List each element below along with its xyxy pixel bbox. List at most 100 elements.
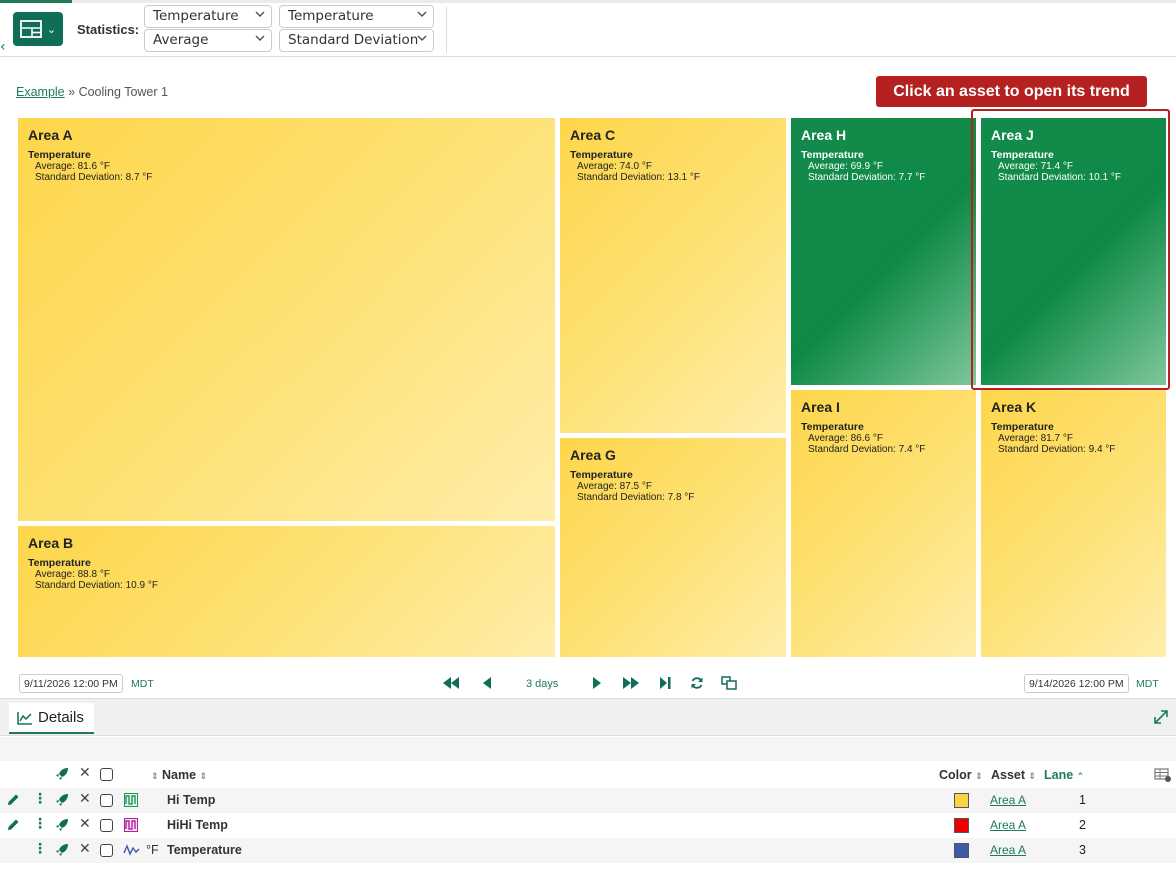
step-forward-full-button[interactable]: [622, 675, 640, 691]
select-value: Average: [153, 32, 209, 48]
table-row[interactable]: ⋮ ✕ Hi Temp Area A 1: [0, 788, 1176, 813]
sort-ascending-icon: ⌃: [1076, 772, 1085, 782]
header-remove-icon[interactable]: ✕: [79, 765, 91, 781]
header-rocket-icon[interactable]: [55, 767, 69, 781]
annotation-callout: Click an asset to open its trend: [876, 76, 1147, 107]
select-all-checkbox[interactable]: [100, 768, 113, 781]
row-lane: 2: [1079, 818, 1086, 832]
tile-name: Area C: [570, 127, 616, 143]
double-chevron-right-icon: [623, 677, 639, 689]
tab-label: Details: [38, 709, 84, 726]
tile-area-a[interactable]: Area A Temperature Average: 81.6 °F Stan…: [18, 118, 555, 521]
tile-area-h[interactable]: Area H Temperature Average: 69.9 °F Stan…: [791, 118, 976, 385]
expand-icon[interactable]: [1152, 708, 1170, 726]
column-header-color[interactable]: Color ⇕: [939, 768, 983, 782]
color-swatch[interactable]: [954, 793, 969, 808]
triangle-right-icon: [593, 677, 601, 689]
start-timezone[interactable]: MDT: [131, 678, 154, 690]
tile-name: Area B: [28, 535, 74, 551]
treemap-view-icon: [19, 20, 42, 38]
tile-average: Average: 71.4 °F: [998, 161, 1073, 172]
statistic-2-item-select[interactable]: Temperature: [279, 5, 434, 28]
linked-windows-icon: [721, 676, 737, 690]
jump-to-now-button[interactable]: [656, 675, 674, 691]
remove-icon[interactable]: ✕: [79, 816, 91, 832]
row-checkbox[interactable]: [100, 794, 113, 807]
tile-stddev: Standard Deviation: 10.9 °F: [35, 580, 158, 591]
breadcrumb-link-root[interactable]: Example: [16, 85, 65, 99]
condition-icon: [124, 793, 138, 807]
table-row[interactable]: ⋮ ✕ °F Temperature Area A 3: [0, 838, 1176, 863]
tile-stddev: Standard Deviation: 9.4 °F: [998, 444, 1116, 455]
double-chevron-left-icon: [443, 677, 459, 689]
asset-link[interactable]: Area A: [990, 843, 1027, 857]
asset-link[interactable]: Area A: [990, 793, 1027, 807]
statistic-2-type-select[interactable]: Standard Deviation: [279, 29, 434, 52]
rocket-icon[interactable]: [55, 818, 69, 832]
row-checkbox[interactable]: [100, 844, 113, 857]
start-date-field[interactable]: 9/11/2026 12:00 PM: [19, 674, 123, 693]
tile-area-k[interactable]: Area K Temperature Average: 81.7 °F Stan…: [981, 390, 1166, 657]
remove-icon[interactable]: ✕: [79, 841, 91, 857]
view-selector-button[interactable]: ⌄: [13, 12, 63, 46]
row-checkbox[interactable]: [100, 819, 113, 832]
tile-area-b[interactable]: Area B Temperature Average: 88.8 °F Stan…: [18, 526, 555, 657]
tile-area-g[interactable]: Area G Temperature Average: 87.5 °F Stan…: [560, 438, 786, 657]
tile-property: Temperature: [28, 149, 91, 161]
chevron-down-icon: [417, 35, 427, 42]
asset-link[interactable]: Area A: [990, 818, 1027, 832]
color-swatch[interactable]: [954, 818, 969, 833]
column-header-lane[interactable]: Lane ⌃: [1044, 768, 1084, 782]
tile-area-c[interactable]: Area C Temperature Average: 74.0 °F Stan…: [560, 118, 786, 433]
tab-details[interactable]: Details: [9, 703, 94, 734]
more-options-icon[interactable]: ⋮: [33, 841, 47, 857]
column-header-name[interactable]: ⇕ Name ⇕: [151, 768, 207, 782]
column-header-asset[interactable]: Asset ⇕: [991, 768, 1036, 782]
skip-to-end-icon: [660, 677, 671, 689]
sort-icon: ⇕: [151, 772, 159, 782]
tile-name: Area K: [991, 399, 1037, 415]
time-range-duration[interactable]: 3 days: [526, 678, 559, 690]
end-timezone[interactable]: MDT: [1136, 678, 1159, 690]
tile-stddev: Standard Deviation: 7.7 °F: [808, 172, 926, 183]
tile-name: Area G: [570, 447, 616, 463]
edit-pencil-icon[interactable]: [6, 793, 20, 807]
tile-property: Temperature: [801, 149, 864, 161]
statistic-1-item-select[interactable]: Temperature: [144, 5, 272, 28]
edit-pencil-icon[interactable]: [6, 818, 20, 832]
refresh-button[interactable]: [688, 675, 706, 691]
top-line: [0, 0, 1176, 3]
tile-area-i[interactable]: Area I Temperature Average: 86.6 °F Stan…: [791, 390, 976, 657]
column-label: Asset: [991, 768, 1026, 782]
triangle-left-icon: [483, 677, 491, 689]
row-lane: 3: [1079, 843, 1086, 857]
tile-property: Temperature: [991, 421, 1054, 433]
column-label: Name: [162, 768, 197, 782]
tile-average: Average: 81.6 °F: [35, 161, 110, 172]
step-back-button[interactable]: [478, 675, 496, 691]
tile-stddev: Standard Deviation: 7.8 °F: [577, 492, 695, 503]
share-time-range-button[interactable]: [720, 675, 738, 691]
rocket-icon[interactable]: [55, 793, 69, 807]
tile-stddev: Standard Deviation: 10.1 °F: [998, 172, 1121, 183]
tile-stddev: Standard Deviation: 7.4 °F: [808, 444, 926, 455]
tile-name: Area I: [801, 399, 840, 415]
collapse-chevron-icon[interactable]: ‹: [0, 39, 6, 55]
table-settings-icon: [1154, 768, 1171, 782]
tile-area-j[interactable]: Area J Temperature Average: 71.4 °F Stan…: [981, 118, 1166, 385]
table-row[interactable]: ⋮ ✕ HiHi Temp Area A 2: [0, 813, 1176, 838]
statistic-1-type-select[interactable]: Average: [144, 29, 272, 52]
remove-icon[interactable]: ✕: [79, 791, 91, 807]
step-forward-button[interactable]: [588, 675, 606, 691]
step-back-full-button[interactable]: [442, 675, 460, 691]
tile-property: Temperature: [570, 469, 633, 481]
rocket-icon[interactable]: [55, 843, 69, 857]
more-options-icon[interactable]: ⋮: [33, 791, 47, 807]
tile-property: Temperature: [801, 421, 864, 433]
color-swatch[interactable]: [954, 843, 969, 858]
select-value: Temperature: [288, 8, 374, 24]
column-settings-button[interactable]: [1154, 768, 1172, 783]
row-lane: 1: [1079, 793, 1086, 807]
end-date-field[interactable]: 9/14/2026 12:00 PM: [1024, 674, 1129, 693]
more-options-icon[interactable]: ⋮: [33, 816, 47, 832]
